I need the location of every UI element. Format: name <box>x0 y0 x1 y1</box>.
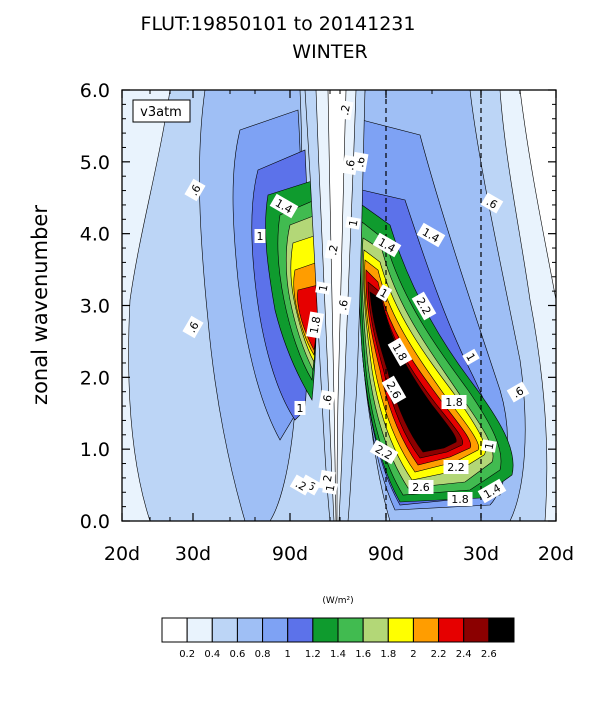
contour-label-text: 1 <box>346 219 360 228</box>
contour-label: .2 <box>289 474 313 496</box>
y-axis: 0.0 1.0 2.0 3.0 4.0 5.0 6.0 <box>80 80 556 533</box>
colorbar-label: 0.6 <box>229 649 245 660</box>
colorbar-label: 1.6 <box>355 649 371 660</box>
contour-label: .6 <box>506 381 530 403</box>
contour-label-text: 2.2 <box>447 461 465 474</box>
x-tick-label: 20d <box>538 543 574 565</box>
contour-label-text: 1.8 <box>445 396 463 409</box>
contour-label: .6 <box>334 294 352 316</box>
contour-label-text: 1 <box>323 484 337 493</box>
x-tick-label: 90d <box>272 543 308 565</box>
contour-label: .2 <box>324 239 342 261</box>
colorbar-label: 0.4 <box>204 649 220 660</box>
contour-label-text: .6 <box>336 299 351 312</box>
title-line-1: FLUT:19850101 to 20141231 <box>141 13 416 35</box>
contour-label-text: 1 <box>297 402 304 415</box>
contour-label: 1 <box>345 216 361 230</box>
contour-label: .2 <box>336 99 354 121</box>
colorbar-label: 0.2 <box>179 649 195 660</box>
x-tick-label: 90d <box>368 543 404 565</box>
contour-label-text: 1 <box>316 284 330 293</box>
contour-label: 1 <box>254 229 266 243</box>
y-tick-label: 4.0 <box>80 224 110 246</box>
contour-label: 1 <box>294 401 306 415</box>
contour-label: .6 <box>184 178 206 202</box>
colorbar-swatch <box>287 617 314 643</box>
y-tick-label: 2.0 <box>80 367 110 389</box>
y-tick-label: 1.0 <box>80 439 110 461</box>
colorbar-label: 1.8 <box>380 649 396 660</box>
colorbar-label: 1.4 <box>330 649 346 660</box>
colorbar-swatch <box>211 617 238 643</box>
contour-label: .6 <box>480 192 504 214</box>
contour-label-text: .6 <box>343 159 358 172</box>
x-tick-label: 30d <box>463 543 499 565</box>
colorbar-title: (W/m²) <box>322 596 353 606</box>
contour-label-text: 1 <box>257 230 264 243</box>
contour-label-text: 1.8 <box>308 315 324 334</box>
colorbar-label: 2.2 <box>431 649 447 660</box>
colorbar-swatch <box>463 617 490 643</box>
x-axis: 20d 30d 90d 90d 30d 20d <box>104 90 574 565</box>
colorbar-swatch <box>488 617 515 643</box>
y-tick-label: 0.0 <box>80 511 110 533</box>
y-tick-label: 5.0 <box>80 152 110 174</box>
colorbar-swatch <box>262 617 289 643</box>
contour-label: 1 <box>315 281 331 295</box>
colorbar-swatch <box>236 617 264 643</box>
colorbar-swatch <box>312 617 339 643</box>
colorbar-label: 1 <box>285 649 291 660</box>
colorbar-swatch <box>161 617 188 643</box>
band-0-2-left <box>122 90 171 521</box>
contour-label: 1 <box>375 284 393 302</box>
contour-label-text: 1 <box>482 442 496 451</box>
y-axis-label: zonal wavenumber <box>28 205 52 405</box>
colorbar-swatch <box>186 617 213 643</box>
contour-label: 2.6 <box>408 480 434 494</box>
colorbar-swatch <box>337 617 364 643</box>
contour-label: 1 <box>462 348 480 366</box>
contour-label: 1.8 <box>305 311 325 339</box>
contour-fills <box>122 90 556 521</box>
colorbar-swatch <box>362 617 389 643</box>
contour-label: .6 <box>341 154 359 176</box>
colorbar-label: 1.2 <box>305 649 321 660</box>
contour-label: .6 <box>182 315 204 339</box>
contour-label: .6 <box>318 389 336 411</box>
contour-label-text: 1.8 <box>451 493 469 506</box>
contour-label-text: 2.6 <box>412 481 430 494</box>
colorbar-label: 2.4 <box>456 649 472 660</box>
title-line-2: WINTER <box>292 41 367 63</box>
contour-label-text: .2 <box>326 244 341 257</box>
colorbar-label: 2.6 <box>481 649 497 660</box>
y-tick-label: 6.0 <box>80 80 110 102</box>
case-label: v3atm <box>140 105 182 120</box>
colorbar-label: 0.8 <box>255 649 271 660</box>
colorbar: 0.2 0.4 0.6 0.8 1 1.2 1.4 1.6 1.8 2 2.2 2.4 2.6 <box>161 617 515 660</box>
colorbar-label: 2 <box>410 649 416 660</box>
x-tick-label: 30d <box>175 543 211 565</box>
case-label-box: v3atm <box>132 99 191 123</box>
contour-label: 1 <box>481 439 497 453</box>
y-tick-label: 3.0 <box>80 296 110 318</box>
colorbar-swatch <box>412 617 440 643</box>
x-tick-label: 20d <box>104 543 140 565</box>
colorbar-swatch <box>387 617 414 643</box>
contour-label-text: .2 <box>338 104 353 117</box>
colorbar-swatch <box>438 617 465 643</box>
contour-label: 1 <box>322 481 338 495</box>
contour-label: 1.8 <box>447 492 473 506</box>
contour-label-text: .6 <box>320 394 335 407</box>
contour-label: 1.8 <box>441 395 467 409</box>
contour-label: 2.2 <box>443 460 469 474</box>
